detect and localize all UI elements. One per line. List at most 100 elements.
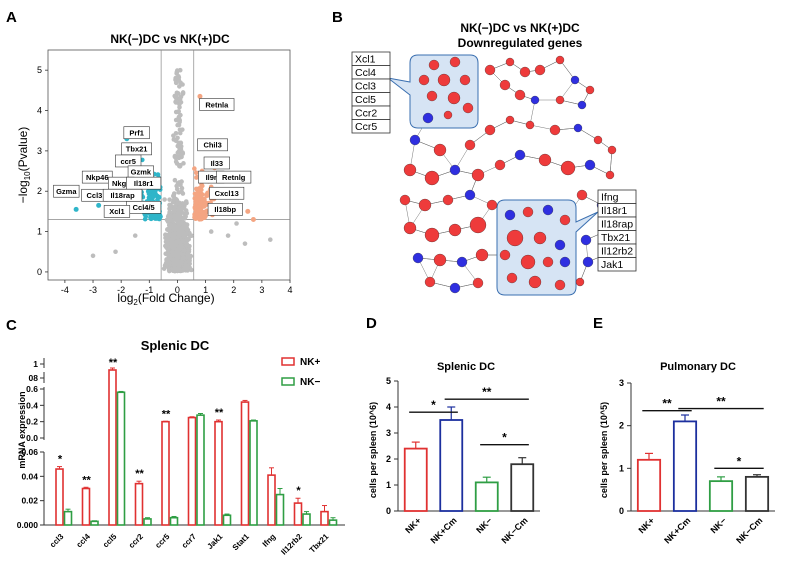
volcano-point-ns [184,241,190,247]
volcano-gene-label-up: Cxcl13 [215,189,239,198]
bar [474,481,499,512]
network-node-red [494,159,506,171]
volcano-point-down [73,206,79,212]
volcano-point-ns [176,266,182,272]
volcano-gene-label-up-box [209,186,245,200]
volcano-point-ns [176,238,181,243]
volcano-gene-label-up-box [197,138,228,152]
volcano-gene-label-down-box [102,188,143,202]
volcano-y-tick-label: 5 [37,65,42,75]
volcano-point-ns [177,145,182,151]
volcano-point-ns [179,210,185,215]
network-node-red [475,248,489,262]
category-label: NK+ [403,515,423,535]
volcano-point-ns [181,161,186,166]
mrna-y-tick-label: 0.2 [26,417,38,427]
network-node-blue [449,282,461,294]
legend-label-nk-plus: NK+ [300,357,320,368]
volcano-point-ns [176,206,181,211]
volcano-point-ns [165,227,171,233]
volcano-point-ns [173,80,179,86]
volcano-point-ns [175,150,181,156]
volcano-gene-label-down: Xcl1 [109,207,124,216]
network-node-blue [504,209,516,221]
volcano-x-tick-label: -1 [145,285,153,295]
volcano-gene-label-up: Il33 [211,159,224,168]
volcano-point-ns [175,218,181,224]
network-node-red [522,206,534,218]
volcano-point-ns [187,258,192,264]
volcano-gene-label-down: Ccl3 [87,191,103,200]
significance-marker: * [737,454,742,468]
network-node-red [534,64,546,76]
volcano-point-ns [183,199,189,204]
volcano-point-ns [171,259,177,265]
mrna-y-tick-label: 08 [29,373,39,383]
volcano-point-ns [171,193,176,199]
mrna-bar-nk-minus [90,520,99,526]
volcano-point-up [193,170,199,176]
volcano-point-down [155,172,161,177]
splenic-dc-expression-title: Splenic DC [141,338,210,353]
volcano-gene-label-down-box [126,176,162,190]
volcano-point-ns [177,96,183,102]
y-tick-label: 1 [386,480,391,490]
volcano-point-ns [176,109,182,114]
volcano-gene-label-up-box [207,203,243,216]
network-node-red [403,163,417,177]
cluster-2-gene: Il12rb2 [601,246,633,258]
network-node-red [418,198,432,212]
volcano-gene-label-down-box [123,126,150,140]
volcano-point-ns [186,247,192,252]
mrna-category-label: ccl3 [48,532,66,550]
network-node-blue [584,159,596,171]
volcano-point-down [96,202,102,208]
cluster-2-gene: Ifng [601,192,619,204]
volcano-point-ns [189,233,194,238]
volcano-y-tick-label: 3 [37,146,42,156]
network-node-red [484,64,496,76]
network-edge [529,99,536,126]
mrna-y-tick-label: 1 [33,359,38,369]
mrna-category-label: ccl5 [101,532,119,550]
network-node-red [442,194,454,206]
cluster-1-gene: Ccr2 [355,108,377,120]
volcano-point-ns [180,267,186,273]
network-node-blue [412,252,424,264]
volcano-point-ns [175,223,181,229]
volcano-point-ns [90,253,96,259]
volcano-point-ns [177,84,182,89]
volcano-point-up [194,191,200,197]
mrna-significance-marker: * [58,454,63,466]
volcano-x-tick-label: -2 [117,285,125,295]
volcano-point-up [199,192,205,197]
network-node-red [555,55,565,65]
volcano-point-ns [163,243,168,249]
network-node-red [528,275,542,289]
volcano-x-tick-label: 0 [175,285,180,295]
volcano-gene-label-down: Nkp46 [86,173,109,182]
mrna-y-tick-label: 0.04 [21,471,38,481]
panel-c-label: C [6,317,17,334]
network-node-red [605,170,615,180]
volcano-point-up [197,187,202,192]
volcano-point-ns [178,140,184,146]
cluster-1-gene: Ccl4 [355,67,376,79]
legend-swatch-nk-plus [281,357,295,366]
volcano-y-tick-label: 1 [37,227,42,237]
network-node-red [459,74,471,86]
mrna-legend: NK+ NK− [281,357,320,388]
network-node-red [576,189,588,201]
volcano-gene-label-up: Il9r [206,173,217,182]
volcano-point-down [152,189,158,195]
volcano-point-ns [176,251,182,256]
volcano-point-ns [171,197,177,203]
volcano-point-ns [189,267,194,273]
volcano-point-ns [177,162,183,168]
y-tick-label: 4 [386,402,391,412]
mrna-y-tick-label: 0.02 [21,496,38,506]
network-cluster-2-callout [496,199,599,296]
network-node-red [469,216,487,234]
volcano-gene-label-down-box [53,184,80,198]
